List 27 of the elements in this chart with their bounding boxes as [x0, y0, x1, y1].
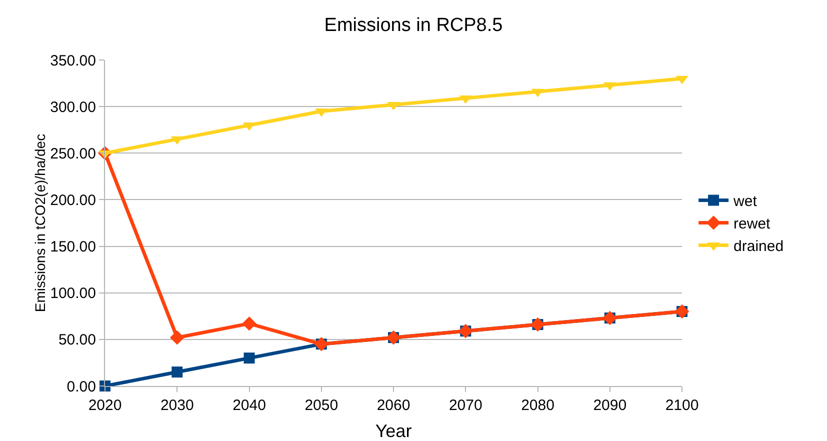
- x-axis-title: Year: [375, 421, 412, 441]
- x-tick-label: 2030: [160, 397, 194, 414]
- y-axis-title: Emissions in tCO2(e)/ha/dec: [32, 134, 48, 312]
- y-tick-label: 150.00: [50, 238, 96, 256]
- x-tick-label: 2020: [88, 397, 122, 414]
- y-tick-label: 50.00: [58, 332, 96, 349]
- y-tick-label: 300.00: [50, 98, 96, 116]
- x-tick-label: 2040: [232, 397, 266, 414]
- x-tick-label: 2070: [448, 397, 482, 414]
- x-tick-label: 2050: [304, 397, 338, 414]
- y-tick-label: 100.00: [50, 285, 96, 302]
- legend-label: drained: [734, 238, 784, 256]
- y-tick-label: 200.00: [50, 192, 96, 209]
- y-tick-label: 250.00: [50, 145, 96, 162]
- chart-title: Emissions in RCP8.5: [324, 14, 503, 36]
- legend-label: rewet: [734, 216, 772, 233]
- x-tick-label: 2060: [376, 397, 410, 414]
- legend-label: wet: [732, 193, 758, 210]
- x-tick-label: 2100: [665, 397, 699, 414]
- point: [170, 330, 184, 345]
- point: [244, 352, 255, 364]
- y-tick-label: 0.00: [66, 378, 96, 396]
- x-tick-label: 2090: [593, 397, 627, 414]
- y-tick-label: 350.00: [50, 52, 96, 70]
- point: [242, 316, 256, 331]
- point: [172, 366, 183, 378]
- x-tick-label: 2080: [521, 397, 554, 414]
